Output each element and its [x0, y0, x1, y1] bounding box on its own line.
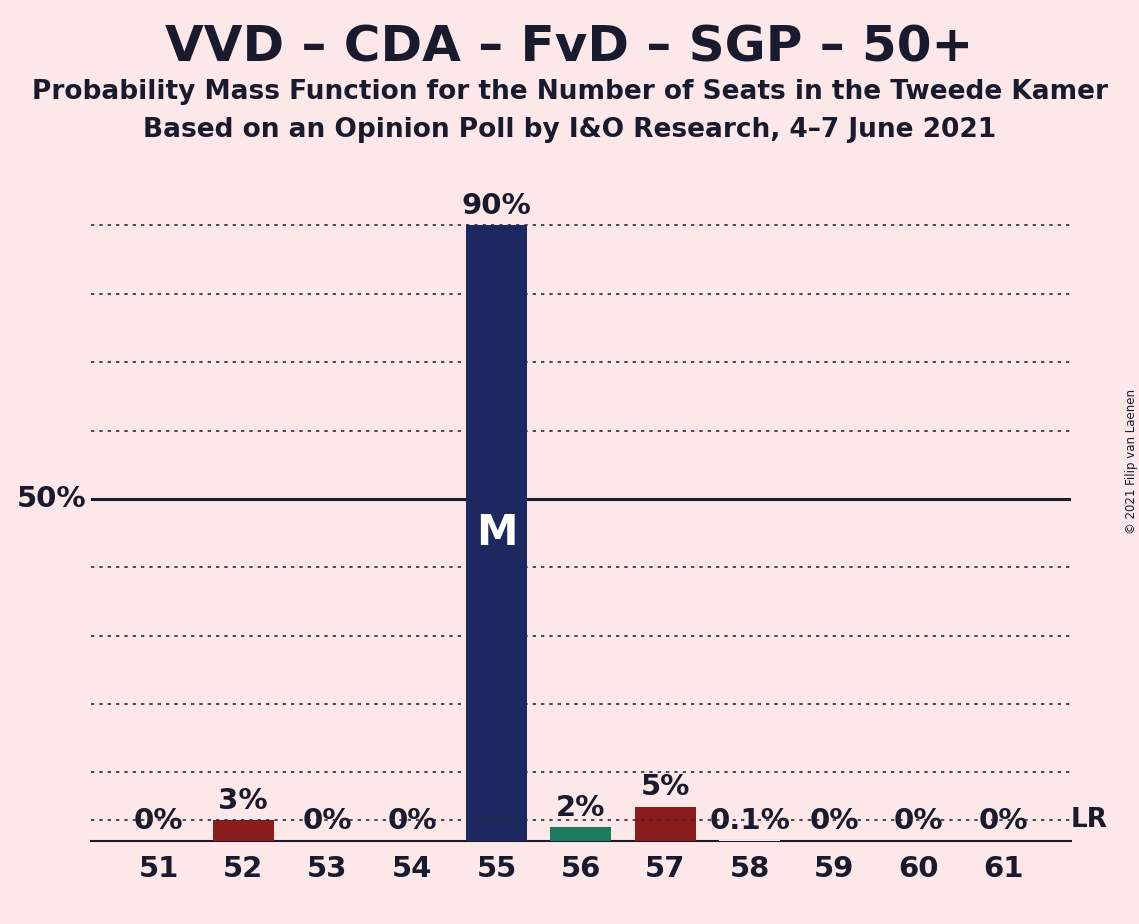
Text: 0%: 0% — [134, 808, 183, 835]
Text: 0%: 0% — [978, 808, 1027, 835]
Text: 0%: 0% — [303, 808, 352, 835]
Text: M: M — [476, 512, 517, 554]
Text: 0%: 0% — [810, 808, 859, 835]
Text: LR: LR — [1071, 808, 1107, 833]
Text: 0%: 0% — [894, 808, 943, 835]
Bar — [466, 225, 527, 841]
Text: Based on an Opinion Poll by I&O Research, 4–7 June 2021: Based on an Opinion Poll by I&O Research… — [142, 117, 997, 143]
Text: Probability Mass Function for the Number of Seats in the Tweede Kamer: Probability Mass Function for the Number… — [32, 79, 1107, 104]
Text: 2%: 2% — [556, 794, 606, 821]
Text: © 2021 Filip van Laenen: © 2021 Filip van Laenen — [1124, 390, 1138, 534]
Text: 50%: 50% — [17, 485, 87, 513]
Text: 5%: 5% — [640, 773, 690, 801]
Text: 0.1%: 0.1% — [710, 807, 790, 834]
Text: VVD – CDA – FvD – SGP – 50+: VVD – CDA – FvD – SGP – 50+ — [165, 23, 974, 71]
Text: 3%: 3% — [219, 787, 268, 815]
Bar — [213, 821, 273, 841]
Bar — [550, 827, 612, 841]
Bar — [634, 807, 696, 841]
Text: 90%: 90% — [461, 192, 531, 220]
Text: 0%: 0% — [387, 808, 436, 835]
